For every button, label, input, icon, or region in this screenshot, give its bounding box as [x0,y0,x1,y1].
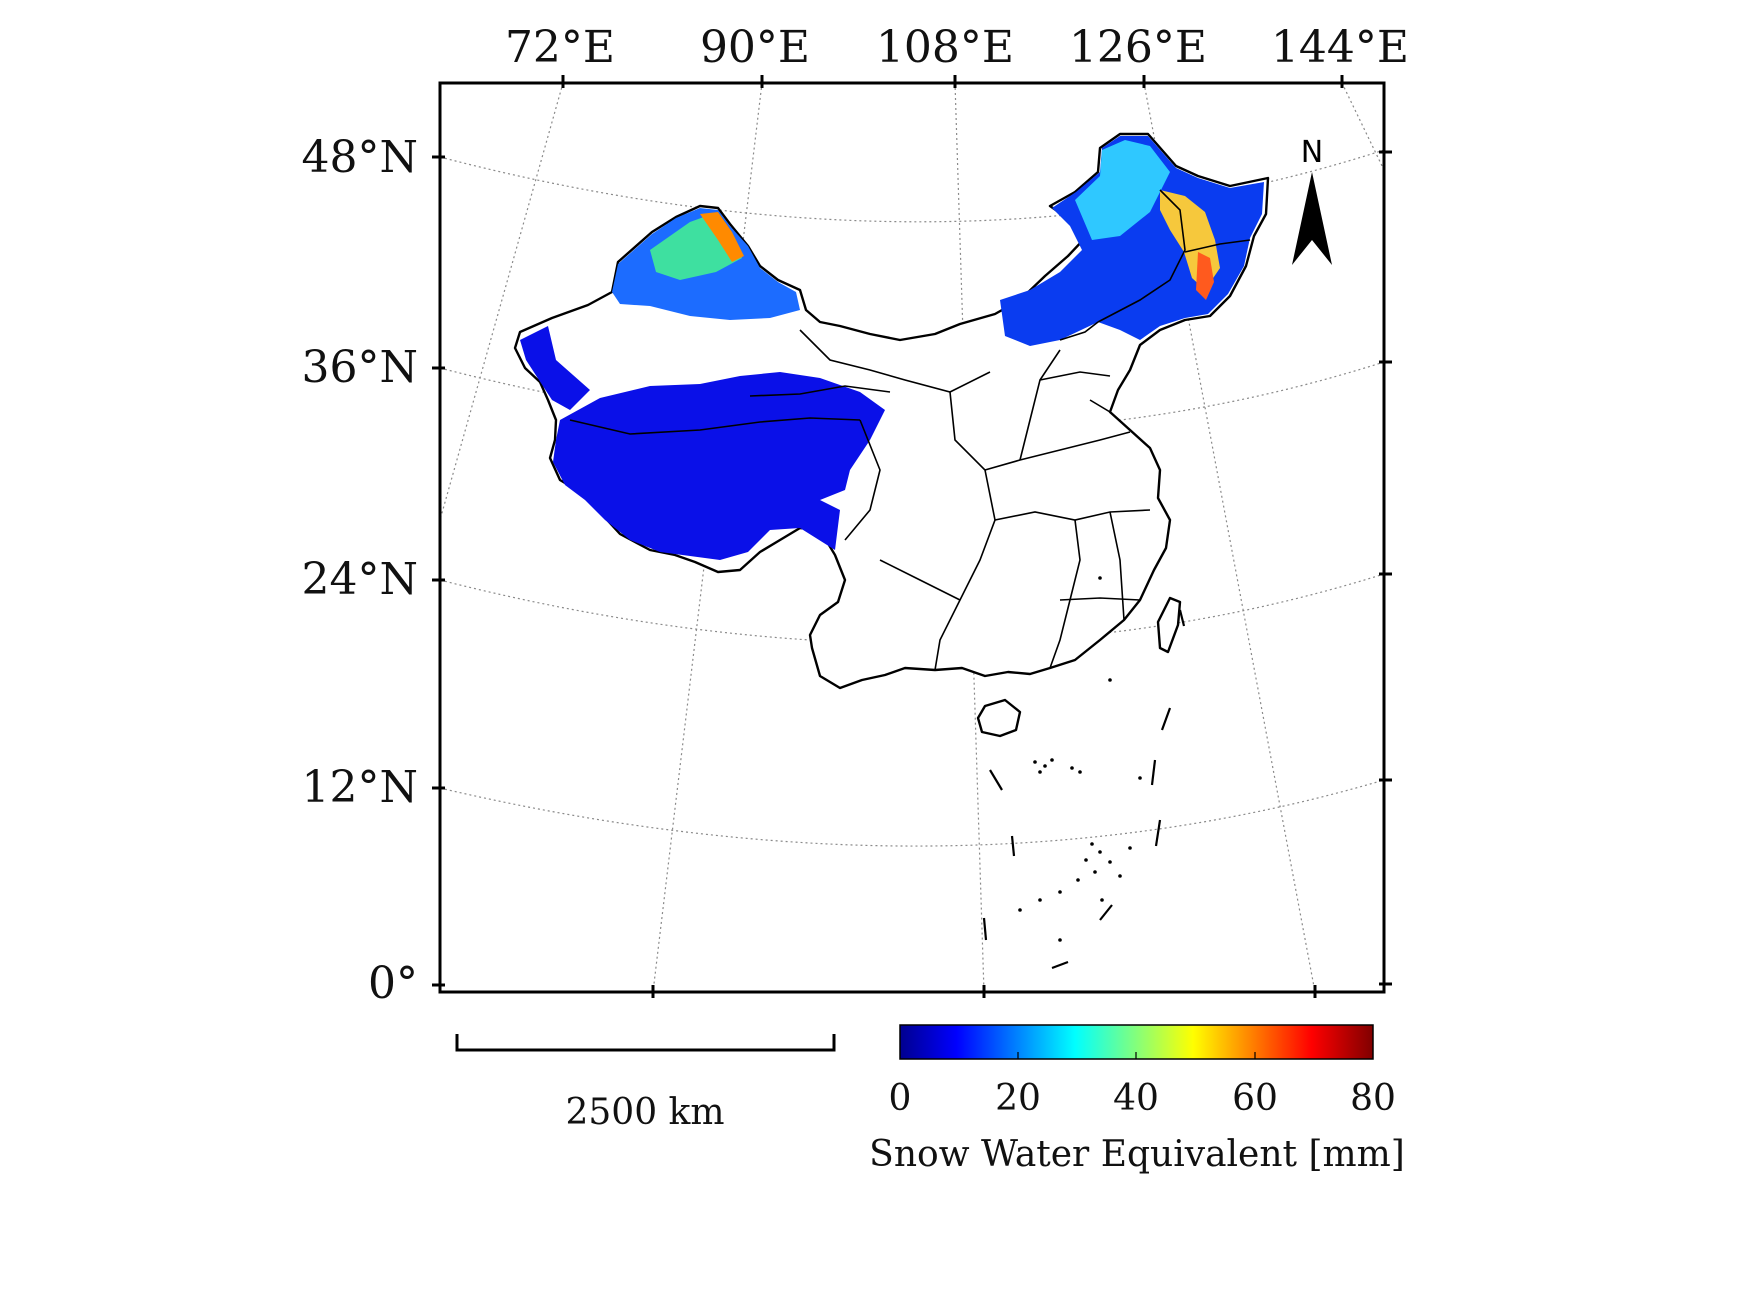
province-line [1109,511,1125,621]
island [1138,776,1142,780]
swe-field [520,136,1264,560]
island [1076,878,1080,882]
island [1070,766,1074,770]
parallel-48n [440,149,1384,223]
dash-segment [1160,707,1172,731]
frame-ticks [432,75,1392,998]
province-line [1097,189,1186,323]
province-line [1039,371,1111,381]
dash-segment [1051,960,1069,970]
swe-altai-peak [700,212,744,262]
swe-northeast-cyan [1075,140,1170,240]
lat-label-36n: 36°N [302,342,419,393]
lon-label-72e: 72°E [505,22,615,73]
island [1128,846,1132,850]
colorbar-title: Snow Water Equivalent [mm] [869,1134,1405,1175]
island [1058,890,1062,894]
dash-segment [989,769,1003,791]
lat-label-24n: 24°N [302,554,419,605]
island [1038,898,1042,902]
province-line [844,419,881,541]
south-china-sea-boundary [982,609,1186,970]
swe-changbai [1196,252,1214,300]
meridian-72e [440,83,564,521]
colorbar-tick-0: 0 [889,1078,912,1119]
province-line [1089,399,1131,431]
island [1093,870,1097,874]
province-line [1059,597,1141,601]
province-line [879,559,961,601]
island [1058,938,1062,942]
dash-segment [1154,819,1162,847]
island [1018,908,1022,912]
island [1098,850,1102,854]
scale-bar: 2500 km [455,1034,836,1133]
island [1084,858,1088,862]
island [1108,678,1112,682]
dash-segment [982,917,988,941]
province-line [934,391,996,671]
island [1100,898,1104,902]
north-arrow-label: N [1301,135,1323,170]
colorbar-tick-20: 20 [995,1078,1041,1119]
colorbar-tick-40: 40 [1113,1078,1159,1119]
meridian-144e [1341,83,1384,171]
swe-south-xinjiang [520,326,590,410]
meridian-108e [954,83,985,992]
latitude-labels: 48°N 36°N 24°N 12°N 0° [302,132,419,1009]
hainan-outline [976,698,1022,738]
dash-segment [1010,835,1016,857]
province-line [799,329,991,393]
island [1038,770,1042,774]
island-dots [1018,576,1142,942]
meridian-126e [1143,83,1316,992]
province-boundaries [569,189,1251,671]
lon-label-126e: 126°E [1069,22,1207,73]
taiwan-outline [1156,596,1182,654]
colorbar-tick-60: 60 [1232,1078,1278,1119]
island [1108,860,1112,864]
scale-bar-label: 2500 km [565,1092,724,1133]
island [1118,874,1122,878]
lon-label-90e: 90°E [700,22,810,73]
island [1090,842,1094,846]
lon-label-144e: 144°E [1271,22,1409,73]
province-line [1059,321,1099,341]
colorbar: 0 20 40 60 80 Snow Water Equivalent [mm] [869,1024,1405,1175]
dash-segment [1099,904,1113,921]
province-line [1019,349,1061,461]
lat-label-0: 0° [368,958,418,1009]
island [1098,576,1102,580]
province-line [1184,239,1251,253]
lon-label-108e: 108°E [876,22,1014,73]
province-line [569,417,861,435]
island [1043,764,1047,768]
colorbar-tick-80: 80 [1350,1078,1396,1119]
parallel-12n [440,779,1384,847]
island [1033,760,1037,764]
dash-segment [1150,759,1157,786]
scale-bar-line [455,1034,836,1052]
island [1078,770,1082,774]
north-arrow: N [1292,135,1332,265]
province-line [749,385,891,397]
longitude-labels: 72°E 90°E 108°E 126°E 144°E [505,22,1409,73]
lat-label-12n: 12°N [302,762,419,813]
province-line [984,431,1131,471]
dash-segment [1178,609,1186,627]
swe-northeast [1000,136,1264,346]
north-arrow-icon [1292,172,1332,265]
island [1050,758,1054,762]
lat-label-48n: 48°N [302,132,419,183]
swe-tibet [553,372,885,560]
map-frame [438,81,1386,994]
